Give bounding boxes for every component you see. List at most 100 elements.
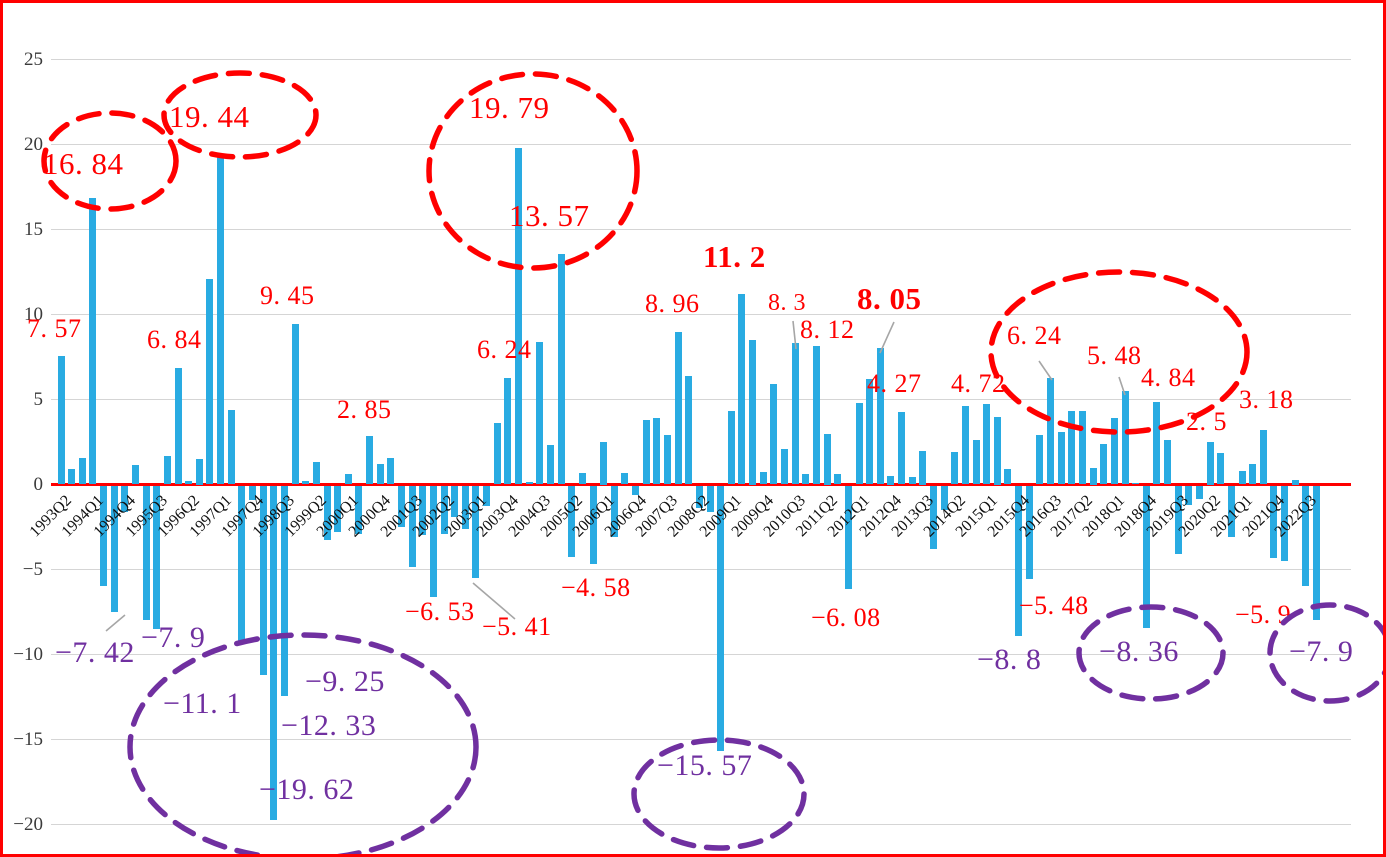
bar	[387, 458, 395, 485]
grid-line	[51, 59, 1351, 60]
grid-line	[51, 824, 1351, 825]
annotation-label: −5. 41	[482, 612, 552, 641]
bar	[504, 378, 512, 485]
bar	[706, 486, 714, 512]
bar	[791, 343, 799, 485]
annotation-label: 13. 57	[509, 198, 590, 233]
bar	[344, 474, 352, 485]
bar	[844, 486, 852, 590]
bar	[440, 486, 448, 534]
bar	[259, 486, 267, 675]
bar	[908, 476, 916, 485]
bar	[1270, 486, 1278, 559]
grid-line	[51, 399, 1351, 400]
annotation-label: −7. 9	[1289, 635, 1354, 668]
annotation-label: −5. 9	[1235, 600, 1292, 629]
annotation-label: −11. 1	[163, 687, 242, 720]
bar	[1281, 486, 1289, 561]
bar	[802, 474, 810, 485]
annotation-label: 8. 96	[645, 289, 700, 318]
annotation-label: −8. 36	[1099, 635, 1179, 668]
bar	[1078, 411, 1086, 485]
bar	[1238, 470, 1246, 485]
y-tick-label: −15	[13, 728, 43, 750]
bar	[568, 486, 576, 558]
bar	[217, 154, 225, 485]
annotation-label: −7. 9	[141, 621, 206, 654]
annotation-label: 9. 45	[260, 281, 315, 310]
bar	[89, 198, 97, 485]
bar	[1015, 486, 1023, 636]
annotation-label: 19. 44	[169, 99, 250, 134]
annotation-label: −5. 48	[1019, 591, 1089, 620]
annotation-label: 5. 48	[1087, 341, 1142, 370]
y-tick-label: 20	[24, 133, 43, 155]
bar	[887, 476, 895, 485]
bar	[919, 450, 927, 485]
bar	[866, 379, 874, 485]
bar	[334, 486, 342, 532]
annotation-label: 19. 79	[469, 90, 550, 125]
bar	[68, 469, 76, 485]
annotation-label: −6. 08	[811, 603, 881, 632]
bar	[1068, 411, 1076, 485]
bar	[983, 404, 991, 485]
bar	[376, 464, 384, 485]
grid-line	[51, 229, 1351, 230]
bar	[1313, 486, 1321, 621]
annotation-label: 4. 72	[951, 369, 1006, 398]
bar	[408, 486, 416, 567]
bar	[291, 323, 299, 485]
bar	[695, 486, 703, 509]
bar	[1047, 378, 1055, 485]
annotation-label: 3. 18	[1239, 385, 1294, 414]
y-tick-label: −10	[13, 643, 43, 665]
grid-line	[51, 314, 1351, 315]
bar	[131, 464, 139, 485]
bar	[302, 481, 310, 485]
bar	[546, 445, 554, 485]
annotation-label: 7. 57	[27, 314, 82, 343]
annotation-label: 2. 5	[1186, 407, 1227, 436]
annotation-label: −6. 53	[405, 597, 475, 626]
bar	[1217, 453, 1225, 485]
bar	[589, 486, 597, 564]
annotation-label: −9. 25	[305, 665, 385, 698]
grid-line	[51, 569, 1351, 570]
highlight-ellipse	[127, 632, 479, 854]
bar	[57, 355, 65, 485]
bar	[749, 340, 757, 485]
bar	[951, 452, 959, 485]
bar	[397, 486, 405, 527]
bar	[451, 486, 459, 517]
annotation-label: 4. 27	[867, 369, 922, 398]
bar	[781, 448, 789, 485]
y-tick-label: 25	[24, 48, 43, 70]
bar	[770, 384, 778, 485]
annotation-label: 6. 24	[1007, 321, 1062, 350]
bar	[961, 406, 969, 485]
bar	[525, 481, 533, 485]
zero-line	[51, 483, 1351, 486]
bar	[738, 294, 746, 485]
y-tick-label: 5	[33, 388, 44, 410]
bar	[1142, 486, 1150, 629]
bar	[898, 411, 906, 485]
bar	[1302, 486, 1310, 587]
bar	[1121, 391, 1129, 485]
bar	[536, 341, 544, 485]
bar	[323, 486, 331, 541]
bar	[185, 481, 193, 485]
annotation-label: 6. 84	[147, 325, 202, 354]
bar	[153, 486, 161, 629]
bar	[1195, 486, 1203, 499]
bar	[280, 486, 288, 696]
bar	[600, 442, 608, 485]
annotation-label: 16. 84	[43, 146, 124, 181]
bar	[366, 436, 374, 485]
bar	[621, 472, 629, 485]
bar	[929, 486, 937, 549]
annotation-label: 8. 3	[768, 290, 806, 316]
bar	[142, 486, 150, 621]
